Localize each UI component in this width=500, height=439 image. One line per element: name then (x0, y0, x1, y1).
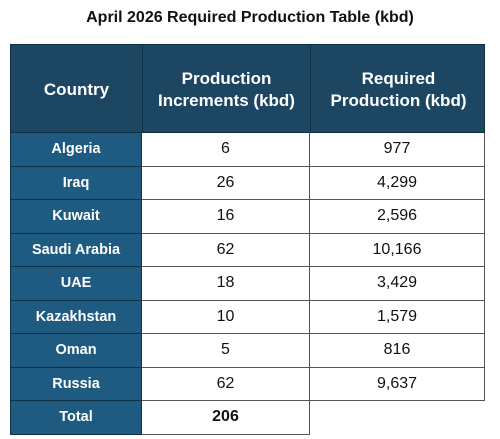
header-country: Country (11, 45, 143, 134)
production-table: Country Production Increments (kbd) Requ… (10, 44, 485, 435)
increment-cell: 5 (142, 334, 310, 368)
table-row: Kuwait 16 2,596 (10, 200, 485, 234)
required-cell: 4,299 (310, 166, 485, 200)
increment-cell: 18 (142, 267, 310, 301)
required-cell: 9,637 (310, 367, 485, 401)
increment-cell: 62 (142, 367, 310, 401)
country-cell: UAE (10, 267, 142, 301)
header-required-production: Required Production (kbd) (330, 68, 467, 110)
required-cell: 816 (310, 334, 485, 368)
table-header: Country Production Increments (kbd) Requ… (10, 44, 485, 134)
table-row: Russia 62 9,637 (10, 367, 485, 401)
table-row: Kazakhstan 10 1,579 (10, 300, 485, 334)
increment-cell: 26 (142, 166, 310, 200)
required-cell: 2,596 (310, 200, 485, 234)
total-increment-cell: 206 (142, 401, 310, 435)
country-cell: Kuwait (10, 200, 142, 234)
country-cell: Saudi Arabia (10, 233, 142, 267)
header-production-increments: Production Increments (kbd) (143, 45, 311, 134)
table-row: Algeria 6 977 (10, 133, 485, 167)
required-cell: 1,579 (310, 300, 485, 334)
increment-cell: 62 (142, 233, 310, 267)
country-cell: Russia (10, 367, 142, 401)
total-row: Total 206 (10, 401, 485, 435)
increment-cell: 16 (142, 200, 310, 234)
required-cell: 977 (310, 133, 485, 167)
total-label-cell: Total (10, 401, 142, 435)
country-cell: Algeria (10, 133, 142, 167)
increment-cell: 6 (142, 133, 310, 167)
table-row: Oman 5 816 (10, 334, 485, 368)
country-cell: Kazakhstan (10, 300, 142, 334)
table-row: UAE 18 3,429 (10, 267, 485, 301)
page-title: April 2026 Required Production Table (kb… (86, 9, 414, 26)
required-cell: 3,429 (310, 267, 485, 301)
increment-cell: 10 (142, 300, 310, 334)
table-row: Saudi Arabia 62 10,166 (10, 233, 485, 267)
table-row: Iraq 26 4,299 (10, 166, 485, 200)
country-cell: Iraq (10, 166, 142, 200)
required-cell: 10,166 (310, 233, 485, 267)
country-cell: Oman (10, 334, 142, 368)
table-body: Algeria 6 977 Iraq 26 4,299 Kuwait 16 2,… (10, 133, 485, 435)
